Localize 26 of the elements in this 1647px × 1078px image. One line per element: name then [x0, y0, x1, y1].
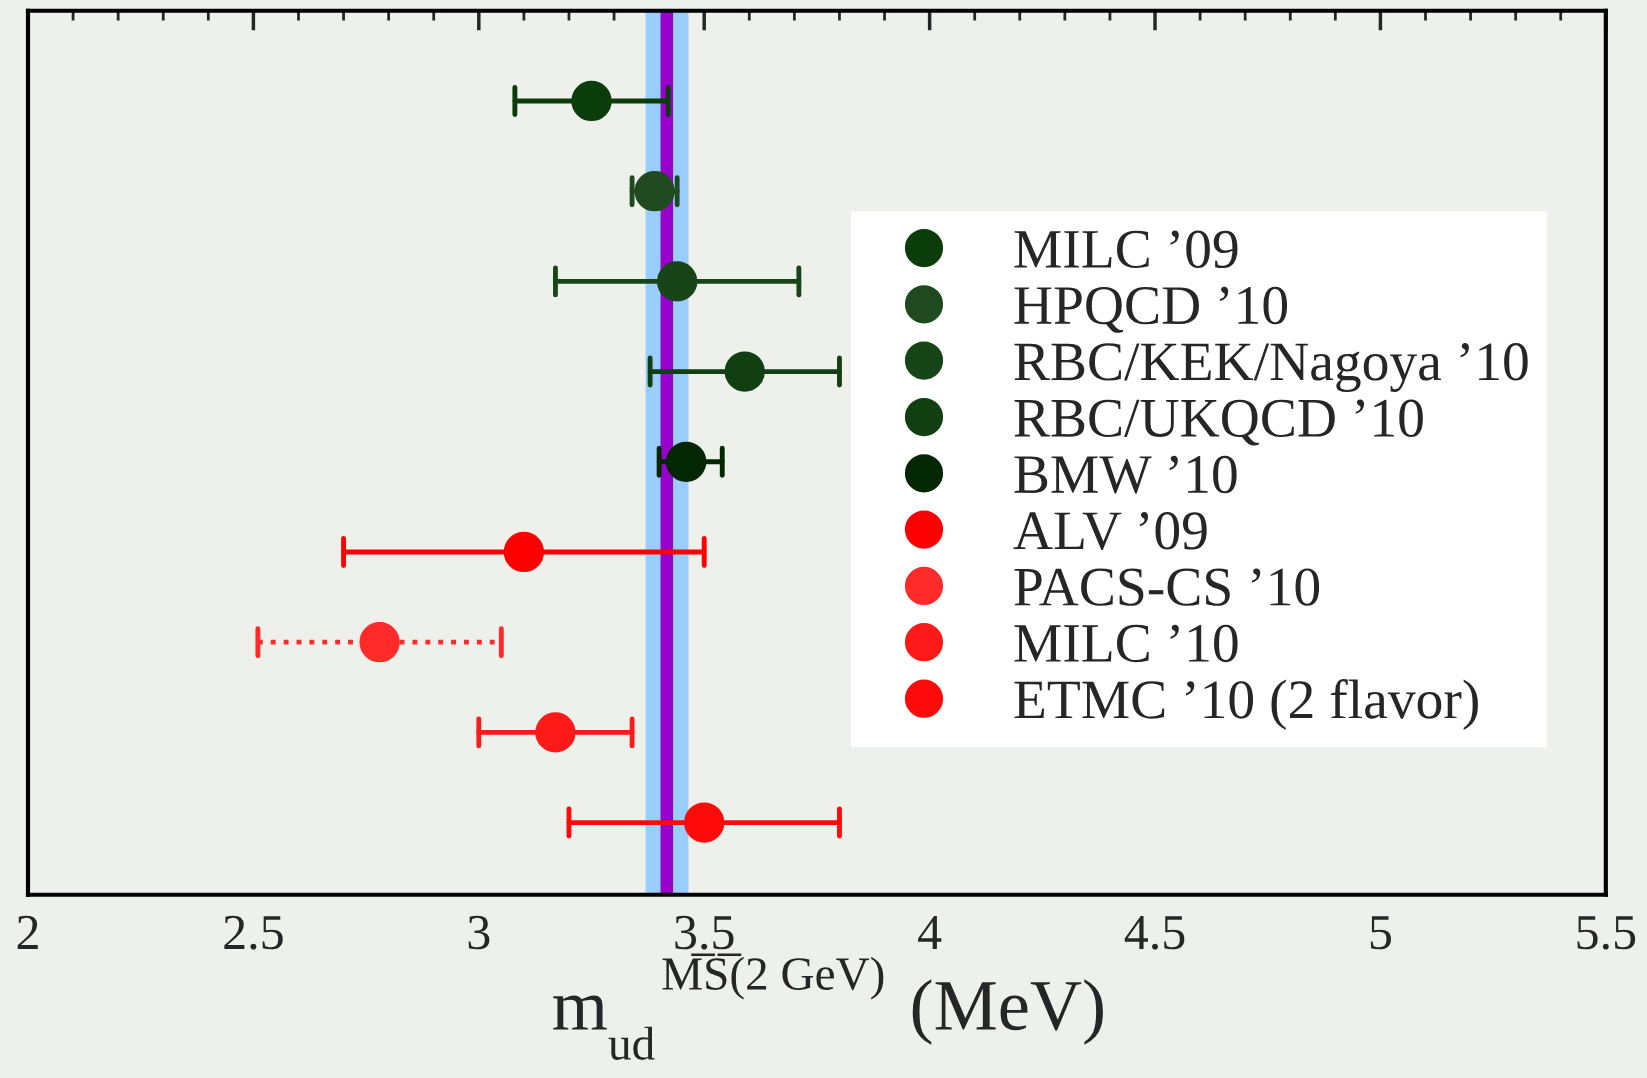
x-tick-label: 4.5	[1124, 915, 1185, 950]
legend-label: RBC/UKQCD ’10	[1014, 399, 1423, 446]
point	[535, 712, 576, 753]
point	[657, 261, 698, 302]
legend-label: MILC ’10	[1014, 624, 1238, 663]
point	[684, 802, 725, 843]
x-tick-label: 5	[1370, 916, 1391, 950]
legend-label: PACS-CS ’10	[1014, 568, 1320, 606]
legend-label: RBC/KEK/Nagoya ’10	[1014, 343, 1528, 393]
legend-label: HPQCD ’10	[1014, 286, 1288, 333]
point	[666, 441, 707, 482]
point	[571, 80, 612, 122]
x-tick-label: 3	[468, 915, 490, 950]
legend-label: BMW ’10	[1014, 455, 1237, 494]
x-tick-label: 2.5	[224, 915, 283, 950]
legend-label: MILC ’09	[1014, 230, 1238, 269]
x-axis-title: mudM̅S̅(2 GeV) (MeV)	[553, 953, 1103, 1060]
x-tick-label: 3.5	[675, 915, 734, 950]
x-tick-label: 4	[918, 915, 942, 949]
legend-label: ALV ’09	[1013, 512, 1207, 550]
legend-label: ETMC ’10 (2 flavor)	[1014, 678, 1478, 730]
point	[359, 622, 400, 663]
point	[503, 531, 545, 573]
x-tick-label: 2	[17, 915, 38, 949]
point	[724, 351, 765, 392]
x-tick-label: 5.5	[1577, 916, 1636, 950]
